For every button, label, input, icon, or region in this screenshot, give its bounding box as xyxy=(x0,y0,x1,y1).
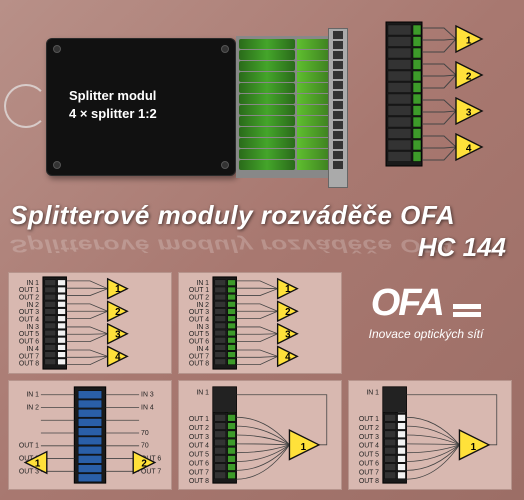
svg-text:4: 4 xyxy=(466,144,472,155)
fiber-coil-icon xyxy=(4,84,48,128)
svg-text:OUT 1: OUT 1 xyxy=(19,443,39,450)
svg-text:OUT 1: OUT 1 xyxy=(189,287,209,294)
svg-text:IN 1: IN 1 xyxy=(196,390,209,397)
svg-text:IN 4: IN 4 xyxy=(26,346,39,353)
svg-text:OUT 4: OUT 4 xyxy=(189,317,209,324)
svg-text:OUT 2: OUT 2 xyxy=(189,425,209,432)
svg-text:IN 3: IN 3 xyxy=(196,324,209,331)
faceplate xyxy=(328,28,348,188)
svg-text:2: 2 xyxy=(466,72,472,83)
svg-text:1: 1 xyxy=(35,458,41,469)
svg-text:70: 70 xyxy=(141,443,149,450)
svg-text:OUT 7: OUT 7 xyxy=(19,353,39,360)
svg-text:OUT 8: OUT 8 xyxy=(359,478,379,485)
svg-text:IN 3: IN 3 xyxy=(26,324,39,331)
svg-text:1: 1 xyxy=(471,442,477,453)
svg-text:1: 1 xyxy=(466,36,472,47)
svg-text:OUT 5: OUT 5 xyxy=(359,452,379,459)
svg-text:3: 3 xyxy=(466,108,472,119)
photo-splitter-module: Splitter modul 4 × splitter 1:2 xyxy=(16,20,356,200)
svg-text:OUT 7: OUT 7 xyxy=(359,469,379,476)
svg-text:IN 1: IN 1 xyxy=(366,390,379,397)
svg-text:IN 1: IN 1 xyxy=(26,392,39,399)
main-title: Splitterové moduly rozváděče OFA xyxy=(10,200,514,231)
svg-text:4: 4 xyxy=(285,352,291,363)
svg-text:IN 1: IN 1 xyxy=(196,280,209,287)
svg-text:IN 2: IN 2 xyxy=(26,302,39,309)
svg-text:OUT 1: OUT 1 xyxy=(19,287,39,294)
svg-text:OUT 6: OUT 6 xyxy=(189,339,209,346)
diagram-cell-5: IN 1 OUT 1 OUT 2 OUT 3 OUT 4 OUT 5OUT 6 OUT 7 O… xyxy=(348,380,512,490)
svg-text:1: 1 xyxy=(285,284,291,295)
svg-text:OUT 5: OUT 5 xyxy=(189,331,209,338)
svg-text:OUT 6: OUT 6 xyxy=(189,460,209,467)
diagram-grid: IN 1OUT 1OUT 2IN 2OUT 3OUT 4IN 3OUT 5OUT… xyxy=(8,272,516,494)
diagram-top-right: 1 2 3 4 xyxy=(378,16,508,172)
svg-text:1: 1 xyxy=(301,442,307,453)
svg-text:OUT 5: OUT 5 xyxy=(19,331,39,338)
svg-text:3: 3 xyxy=(285,329,291,340)
svg-text:OUT 3: OUT 3 xyxy=(189,309,209,316)
svg-text:OUT 4: OUT 4 xyxy=(359,443,379,450)
svg-text:OUT 8: OUT 8 xyxy=(189,361,209,368)
svg-text:OUT 3: OUT 3 xyxy=(359,434,379,441)
svg-text:IN 2: IN 2 xyxy=(196,302,209,309)
svg-text:OUT 3: OUT 3 xyxy=(19,309,39,316)
diagram-cell-3: IN 1IN 2OUT 1OUT 2OUT 3IN 3IN 47070OUT 6… xyxy=(8,380,172,490)
svg-text:OUT 1: OUT 1 xyxy=(359,416,379,423)
svg-text:OUT 6: OUT 6 xyxy=(19,339,39,346)
diagram-cell-4: IN 1 OUT 1 OUT 2 OUT 3 OUT 4 OUT 5OUT 6 OUT 7 O… xyxy=(178,380,342,490)
svg-text:OUT 2: OUT 2 xyxy=(19,294,39,301)
svg-text:OUT 8: OUT 8 xyxy=(189,478,209,485)
svg-text:OUT 5: OUT 5 xyxy=(189,452,209,459)
svg-text:OUT 6: OUT 6 xyxy=(359,460,379,467)
svg-text:OUT 1: OUT 1 xyxy=(189,416,209,423)
svg-text:3: 3 xyxy=(115,329,121,340)
svg-text:OUT 7: OUT 7 xyxy=(189,353,209,360)
svg-text:OUT 2: OUT 2 xyxy=(359,425,379,432)
svg-text:OUT 4: OUT 4 xyxy=(19,317,39,324)
diagram-cell-1: IN 1OUT 1OUT 2IN 2OUT 3OUT 4IN 3OUT 5OUT… xyxy=(8,272,172,374)
sub-title: HC 144 xyxy=(418,232,506,263)
module-body: Splitter modul 4 × splitter 1:2 xyxy=(46,38,236,176)
svg-text:IN 2: IN 2 xyxy=(26,404,39,411)
svg-text:1: 1 xyxy=(115,284,121,295)
svg-text:2: 2 xyxy=(115,307,121,318)
svg-text:OUT 2: OUT 2 xyxy=(189,294,209,301)
svg-text:IN 3: IN 3 xyxy=(141,392,154,399)
svg-text:OUT 8: OUT 8 xyxy=(19,361,39,368)
svg-text:IN 1: IN 1 xyxy=(26,280,39,287)
svg-text:4: 4 xyxy=(115,352,121,363)
svg-text:OUT 3: OUT 3 xyxy=(189,434,209,441)
connector-bank xyxy=(236,36,336,178)
svg-text:OUT 7: OUT 7 xyxy=(189,469,209,476)
svg-text:2: 2 xyxy=(141,458,147,469)
svg-text:IN 4: IN 4 xyxy=(141,404,154,411)
svg-text:70: 70 xyxy=(141,430,149,437)
svg-text:OUT 4: OUT 4 xyxy=(189,443,209,450)
svg-text:2: 2 xyxy=(285,307,291,318)
svg-text:IN 4: IN 4 xyxy=(196,346,209,353)
module-label: Splitter modul 4 × splitter 1:2 xyxy=(69,87,157,122)
diagram-cell-2: IN 1OUT 1OUT 2IN 2OUT 3OUT 4IN 3OUT 5OUT… xyxy=(178,272,342,374)
